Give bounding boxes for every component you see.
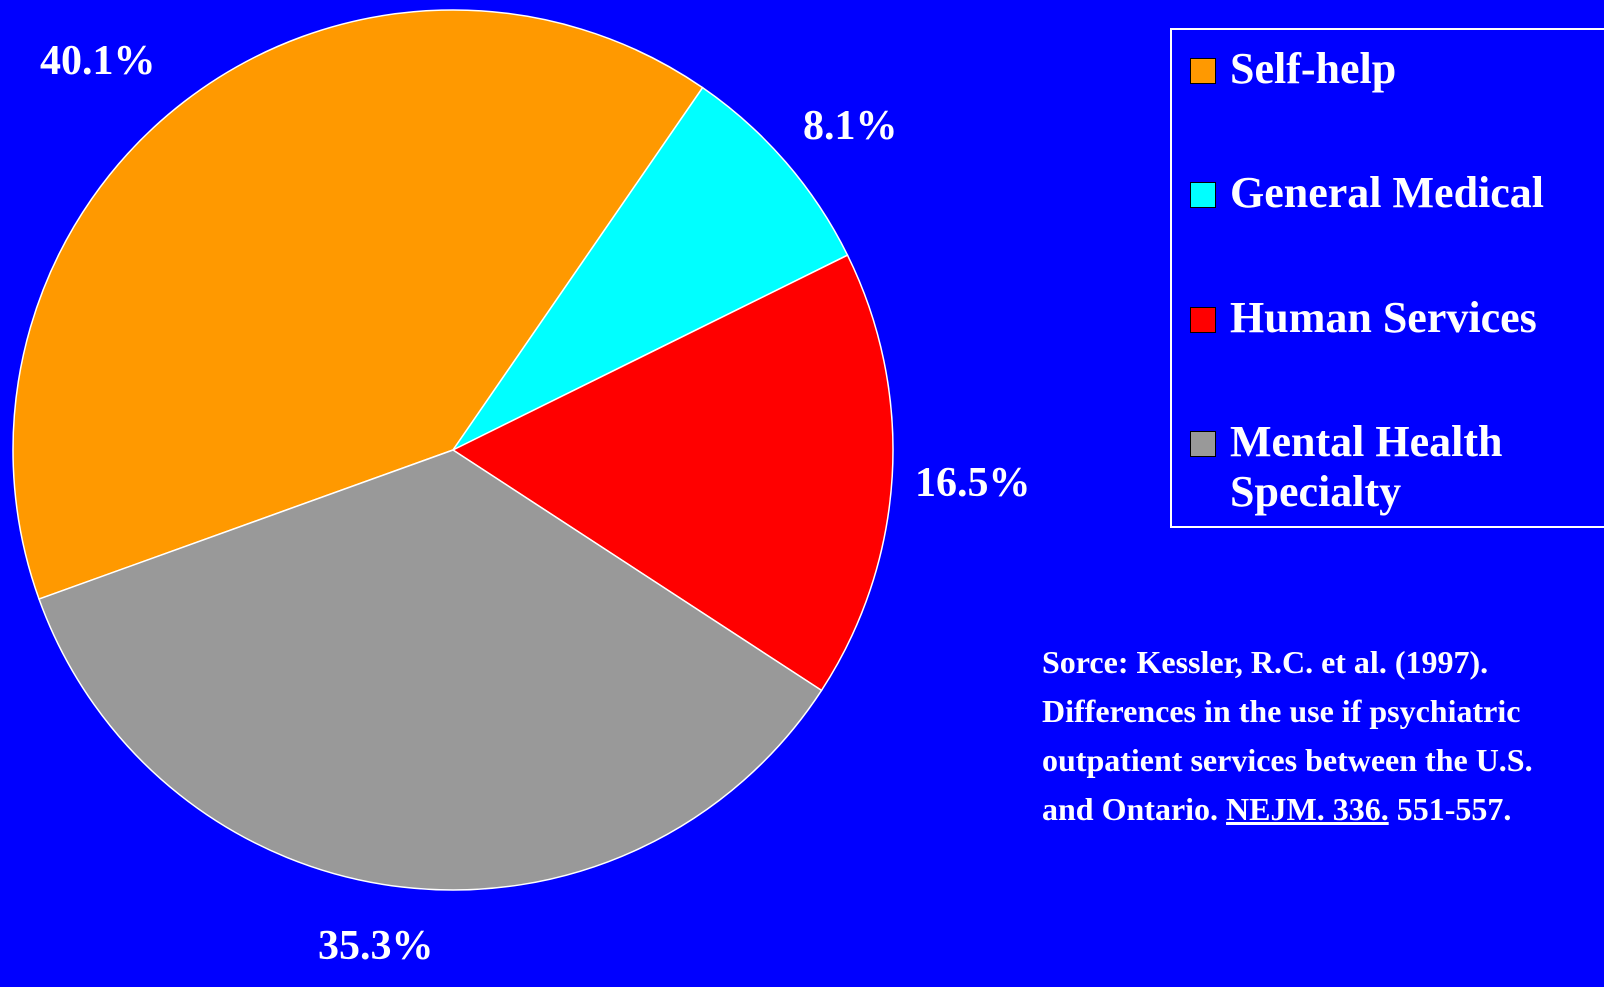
- legend-swatch: [1190, 307, 1216, 333]
- pie-slice: [451, 254, 894, 692]
- legend-swatch: [1190, 58, 1216, 84]
- source-journal: NEJM. 336.: [1226, 791, 1389, 827]
- source-text: Sorce: Kessler, R.C. et al. (1997). Diff…: [1042, 644, 1533, 827]
- data-label: 35.3%: [318, 923, 434, 969]
- legend-label: Human Services: [1230, 293, 1537, 342]
- data-label: 40.1%: [40, 38, 156, 84]
- legend-label: Mental Health Specialty: [1230, 417, 1503, 516]
- legend-swatch: [1190, 182, 1216, 208]
- legend-label: Self-help: [1230, 44, 1397, 93]
- pie-slice: [12, 9, 704, 601]
- legend-label: General Medical: [1230, 168, 1545, 217]
- data-label: 8.1%: [803, 103, 898, 149]
- data-label: 16.5%: [915, 460, 1031, 506]
- source-pages: 551-557.: [1396, 791, 1512, 827]
- legend-swatch: [1190, 431, 1216, 457]
- legend: Self-help General Medical Human Services Me…: [1170, 28, 1604, 528]
- pie-slice: [450, 86, 849, 452]
- source-note: Sorce: Kessler, R.C. et al. (1997). Diff…: [1042, 638, 1562, 834]
- pie-slice: [38, 449, 823, 891]
